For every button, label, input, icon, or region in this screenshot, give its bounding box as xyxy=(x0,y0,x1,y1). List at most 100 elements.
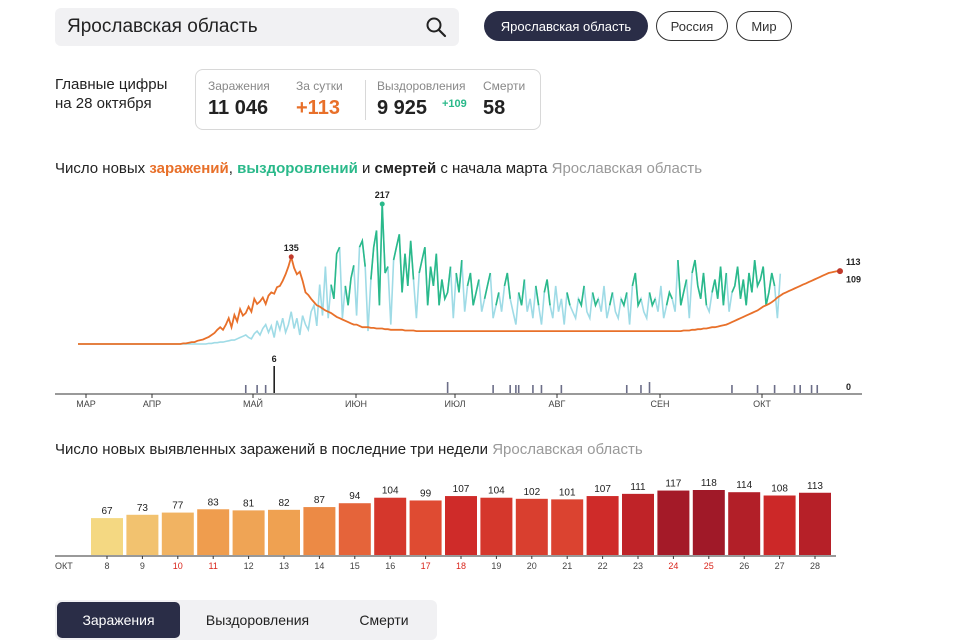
bar xyxy=(799,492,831,555)
bar xyxy=(197,509,230,555)
bar-chart: ОКТ 67 8 73 9 77 10 83 11 81 12 82 13 87 14 94 15 104 16 99… xyxy=(55,478,836,571)
infections-line xyxy=(78,253,840,345)
infections-last-dot xyxy=(837,268,843,275)
per-day-value: +113 xyxy=(296,97,340,119)
bar-value-label: 102 xyxy=(523,487,540,498)
bar xyxy=(409,500,442,555)
tab-deaths[interactable]: Смерти xyxy=(359,612,409,628)
bar-chart-title: Число новых выявленных заражений в после… xyxy=(55,441,643,458)
deaths-last-label: 0 xyxy=(846,382,851,392)
bar-value-label: 73 xyxy=(137,503,149,514)
bar-value-label: 107 xyxy=(594,484,611,495)
bar-tick-label: 11 xyxy=(209,561,218,571)
bar-tick-label: 9 xyxy=(140,561,145,571)
bar-tick-label: 12 xyxy=(244,561,254,571)
recoveries-label: Выздоровления xyxy=(377,79,466,93)
bar-tick-label: 26 xyxy=(739,561,749,571)
recoveries-last-label: 109 xyxy=(846,275,861,285)
bar xyxy=(338,503,371,555)
bar-value-label: 107 xyxy=(453,484,470,495)
bar-tick-label: 25 xyxy=(704,561,714,571)
line-chart-region: Ярославская область xyxy=(551,160,703,177)
bar xyxy=(480,497,513,555)
bar-tick-label: 15 xyxy=(350,561,360,571)
bar-x-label: ОКТ xyxy=(55,561,73,571)
tab-recoveries[interactable]: Выздоровления xyxy=(205,612,310,628)
bar-tick-label: 18 xyxy=(456,561,466,571)
x-tick-label: ИЮН xyxy=(345,399,367,409)
bar-value-label: 111 xyxy=(630,482,646,493)
bar-value-label: 113 xyxy=(807,481,823,492)
bar-value-label: 83 xyxy=(208,497,220,508)
bar-chart-region: Ярославская область xyxy=(492,441,643,458)
search-input[interactable]: Ярославская область xyxy=(67,16,258,37)
recoveries-line-light xyxy=(78,203,782,345)
bar-value-label: 67 xyxy=(101,506,113,517)
bar xyxy=(445,496,477,555)
bar xyxy=(268,509,300,555)
x-tick-label: ОКТ xyxy=(753,399,771,409)
deaths-peak-label: 6 xyxy=(272,354,277,364)
main-figures-title: Главные цифры на 28 октября xyxy=(55,76,168,112)
bar-tick-label: 28 xyxy=(810,561,820,571)
region-russia-button[interactable]: Россия xyxy=(656,11,728,41)
bar xyxy=(657,490,690,555)
bar xyxy=(586,496,619,555)
main-figures-box: Заражения 11 046 За сутки +113 Выздоровл… xyxy=(195,69,541,130)
bar xyxy=(374,497,407,555)
bar-value-label: 117 xyxy=(665,479,681,490)
bar-value-label: 104 xyxy=(382,486,399,497)
infections-peak-label: 135 xyxy=(284,243,299,253)
tab-infections[interactable]: Заражения xyxy=(57,602,180,638)
search-icon[interactable] xyxy=(425,16,447,38)
infections-value: 11 046 xyxy=(208,97,269,119)
x-tick-label: АПР xyxy=(143,399,161,409)
bar-tick-label: 22 xyxy=(598,561,608,571)
line-chart: МАР АПР МАЙ ИЮН ИЮЛ АВГ СЕН ОКТ 135 217 6 113 109 0 xyxy=(55,190,862,409)
bar-tick-label: 14 xyxy=(314,561,324,571)
bar-value-label: 118 xyxy=(701,478,717,489)
figures-divider xyxy=(365,80,366,120)
bar-value-label: 94 xyxy=(349,491,361,502)
search-box[interactable]: Ярославская область xyxy=(55,8,459,46)
per-day-label: За сутки xyxy=(296,79,343,93)
bar-tick-label: 23 xyxy=(633,561,643,571)
bar xyxy=(303,507,336,555)
recoveries-value: 9 925 xyxy=(377,97,428,119)
bar-value-label: 104 xyxy=(488,486,505,497)
bar xyxy=(551,499,584,555)
infections-peak-dot xyxy=(288,254,294,260)
bar xyxy=(763,495,796,555)
bar-tick-label: 20 xyxy=(527,561,537,571)
region-world-button[interactable]: Мир xyxy=(736,11,792,41)
infections-label: Заражения xyxy=(208,79,270,93)
bar-tick-label: 16 xyxy=(385,561,395,571)
bar xyxy=(692,490,725,555)
bar xyxy=(126,514,159,555)
bar-value-label: 87 xyxy=(314,495,326,506)
recoveries-delta: +109 xyxy=(442,98,467,110)
deaths-label: Смерти xyxy=(483,79,526,93)
metric-tabs: Заражения Выздоровления Смерти xyxy=(55,600,437,640)
x-tick-label: МАЙ xyxy=(243,398,263,409)
x-tick-label: ИЮЛ xyxy=(444,399,465,409)
bar-value-label: 108 xyxy=(771,484,788,495)
bar-tick-label: 8 xyxy=(104,561,109,571)
recoveries-peak-label: 217 xyxy=(375,190,390,200)
bar-tick-label: 21 xyxy=(562,561,572,571)
infections-last-label: 113 xyxy=(846,257,861,267)
bar-value-label: 99 xyxy=(420,488,432,499)
bar-value-label: 101 xyxy=(559,487,576,498)
bar-value-label: 82 xyxy=(278,498,290,509)
bar-value-label: 81 xyxy=(243,498,255,509)
bar-value-label: 114 xyxy=(736,480,752,491)
bar-tick-label: 13 xyxy=(279,561,289,571)
bar xyxy=(232,510,265,555)
bar xyxy=(622,493,654,555)
region-yaroslavl-button[interactable]: Ярославская область xyxy=(484,11,648,41)
x-tick-label: АВГ xyxy=(549,399,566,409)
bar xyxy=(91,518,123,555)
bar-tick-label: 24 xyxy=(668,561,678,571)
bar xyxy=(728,492,761,555)
bar-tick-label: 19 xyxy=(491,561,501,571)
